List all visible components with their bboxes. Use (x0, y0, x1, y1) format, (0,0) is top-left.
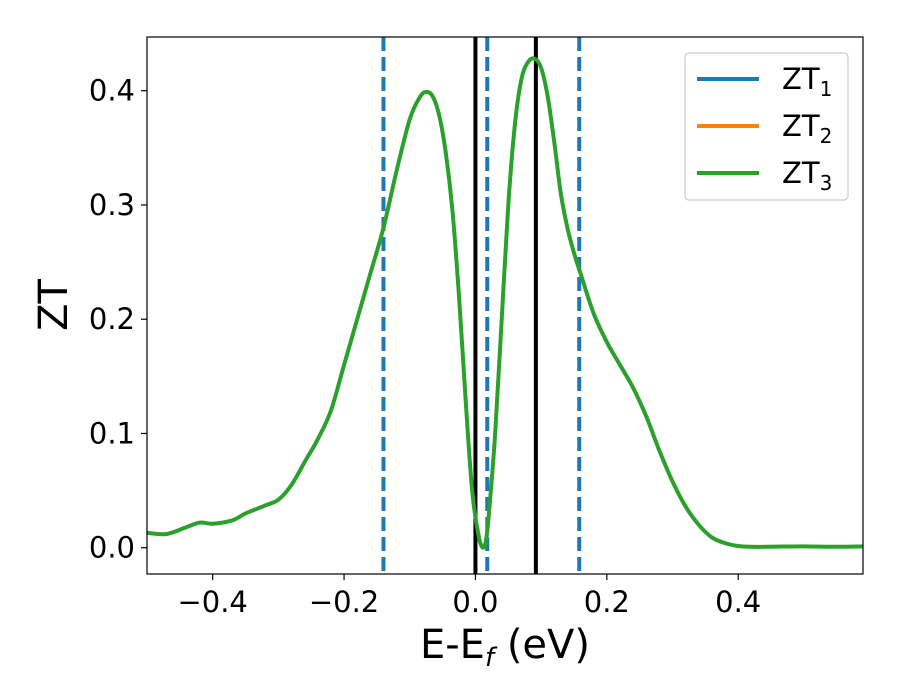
y-tick-label-5: 0.4 (89, 74, 135, 108)
legend-label-main-2: ZT (782, 109, 820, 143)
legend-label-main-3: ZT (782, 156, 820, 190)
plot-frame (146, 36, 864, 575)
plot-content (147, 37, 863, 574)
y-axis-ticks: 0.0 0.1 0.2 0.3 0.4 (89, 74, 147, 565)
legend-label-sub-3: 3 (820, 171, 833, 195)
y-tick-label-1: 0.0 (89, 531, 135, 565)
y-axis-label: ZT (31, 279, 77, 331)
plot-area (146, 36, 864, 575)
legend-label-3: ZT3 (782, 156, 832, 195)
legend-label-1: ZT1 (782, 62, 832, 101)
x-axis-label-main: E-E (420, 622, 485, 668)
x-axis-ticks: −0.4 −0.2 0.0 0.2 0.4 (177, 574, 761, 619)
x-tick-label-4: 0.2 (584, 585, 630, 619)
x-axis-label: E-Ef (eV) (420, 622, 590, 673)
zt-curve (147, 56, 863, 550)
x-tick-label-5: 0.4 (715, 585, 761, 619)
x-axis-label-rest: (eV) (494, 622, 590, 668)
x-tick-label-1: −0.4 (177, 585, 247, 619)
y-tick-label-2: 0.1 (89, 416, 135, 450)
x-tick-label-3: 0.0 (452, 585, 498, 619)
y-tick-label-3: 0.2 (89, 302, 135, 336)
legend-box (684, 52, 849, 201)
legend-label-sub-2: 2 (820, 124, 833, 148)
legend-label-main-1: ZT (782, 62, 820, 96)
legend-label-2: ZT2 (782, 109, 832, 148)
y-tick-label-4: 0.3 (89, 188, 135, 222)
x-tick-label-2: −0.2 (309, 585, 379, 619)
legend-label-sub-1: 1 (820, 77, 833, 101)
